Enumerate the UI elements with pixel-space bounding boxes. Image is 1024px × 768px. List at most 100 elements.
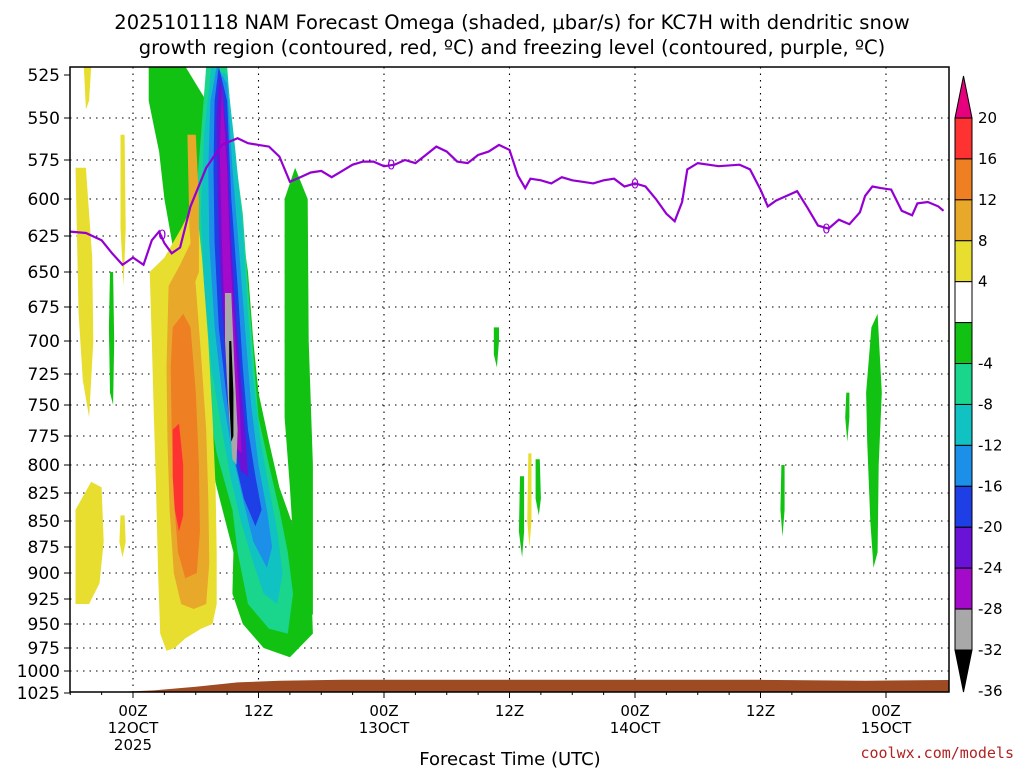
colorbar-top-arrow	[954, 75, 973, 119]
x-tick-label: 00Z	[369, 702, 398, 720]
omega-yellow-region	[75, 167, 94, 418]
colorbar-label: -28	[978, 600, 1003, 618]
colorbar-label: 12	[978, 191, 997, 209]
y-tick-label: 725	[28, 365, 60, 385]
colorbar-swatch	[954, 117, 973, 160]
omega-yellow-region	[120, 134, 126, 286]
omega-yellow-region	[75, 481, 104, 604]
omega-green-region	[535, 459, 541, 516]
x-tick-label: 14OCT	[610, 719, 661, 737]
omega-green-region	[108, 272, 115, 405]
omega-green-region	[845, 392, 850, 442]
x-tick-label: 2025	[114, 736, 152, 754]
x-tick-label: 00Z	[118, 702, 147, 720]
colorbar-label: -4	[978, 355, 993, 373]
omega-green-region	[866, 313, 882, 568]
colorbar-label: -20	[978, 518, 1003, 536]
omega-green-region	[780, 465, 785, 537]
y-tick-label: 1025	[17, 684, 60, 704]
colorbar-swatch	[954, 608, 973, 651]
y-tick-label: 625	[28, 227, 60, 247]
omega-green-region	[518, 476, 525, 558]
y-tick-label: 525	[28, 66, 60, 86]
omega-yellow-region	[119, 515, 126, 558]
chart-title-line-2: growth region (contoured, red, ºC) and f…	[139, 36, 886, 59]
omega-yellow-region	[83, 67, 92, 110]
omega-green-region	[493, 327, 499, 368]
freezing-level-line	[70, 136, 945, 267]
x-tick-label: 12Z	[244, 702, 273, 720]
omega-red-region	[172, 423, 184, 532]
x-tick-label: 13OCT	[359, 719, 410, 737]
y-tick-label: 950	[28, 615, 60, 635]
colorbar-label: -8	[978, 395, 993, 413]
x-tick-label: 00Z	[620, 702, 649, 720]
colorbar-swatch	[954, 363, 973, 405]
y-tick-label: 900	[28, 564, 60, 584]
y-tick-label: 575	[28, 151, 60, 171]
colorbar-bottom-arrow	[954, 649, 973, 693]
omega-purple-region	[219, 83, 242, 454]
colorbar-swatch	[954, 199, 973, 242]
x-tick-label: 15OCT	[861, 719, 912, 737]
plot-area: 0 0 0 0	[69, 66, 950, 693]
gridlines	[70, 67, 949, 692]
colorbar-label: -12	[978, 436, 1003, 454]
credit-text: coolwx.com/models	[860, 744, 1014, 762]
y-tick-label: 825	[28, 484, 60, 504]
colorbar-swatch	[954, 403, 973, 446]
y-tick-label: 850	[28, 512, 60, 532]
y-tick-label: 925	[28, 590, 60, 610]
x-axis-title: Forecast Time (UTC)	[419, 749, 600, 768]
colorbar-swatch	[954, 567, 973, 610]
colorbar-swatch	[954, 444, 973, 487]
colorbar-swatch	[954, 526, 973, 569]
colorbar-label: -16	[978, 477, 1003, 495]
omega-shading	[75, 67, 882, 658]
colorbar-swatch	[954, 240, 973, 283]
omega-black-region	[229, 341, 234, 442]
colorbar-swatch	[954, 322, 973, 365]
freezing-level-label: 0	[158, 229, 166, 244]
x-tick-label: 12Z	[495, 702, 524, 720]
terrain-fill	[70, 679, 949, 692]
y-tick-label: 800	[28, 456, 60, 476]
colorbar-swatch	[954, 281, 973, 324]
colorbar-label: 4	[978, 273, 988, 291]
omega-yellow-region	[527, 453, 532, 547]
y-tick-label: 775	[28, 427, 60, 447]
y-tick-label: 675	[28, 298, 60, 318]
colorbar-label: 8	[978, 232, 988, 250]
colorbar-label: -36	[978, 682, 1003, 700]
x-tick-label: 12Z	[746, 702, 775, 720]
colorbar-label: -24	[978, 559, 1003, 577]
y-tick-label: 650	[28, 263, 60, 283]
freezing-level-label: 0	[631, 177, 639, 192]
y-tick-label: 550	[28, 109, 60, 129]
x-tick-label: 00Z	[871, 702, 900, 720]
y-tick-label: 1000	[17, 662, 60, 682]
x-tick-label: 12OCT	[108, 719, 159, 737]
y-tick-label: 600	[28, 190, 60, 210]
y-tick-label: 875	[28, 538, 60, 558]
colorbar-label: -32	[978, 641, 1003, 659]
colorbar-label: 16	[978, 150, 997, 168]
y-tick-label: 700	[28, 332, 60, 352]
y-tick-label: 750	[28, 396, 60, 416]
colorbar: 20 16 12 8 4 -4 -8 -12 -16 -20 -24 -28 -32 -36	[954, 75, 1003, 700]
colorbar-swatch	[954, 158, 973, 201]
y-tick-label: 975	[28, 639, 60, 659]
y-axis-ticks: 525 550 575 600 625 650 675 700 725 750 775 800 825 8…	[17, 66, 70, 704]
colorbar-swatch	[954, 485, 973, 528]
terrain-shape	[70, 679, 949, 692]
omega-green-region	[284, 167, 313, 634]
colorbar-label: 20	[978, 109, 997, 127]
omega-gold-region	[187, 134, 199, 286]
freezing-level-contour: 0 0 0 0	[70, 136, 945, 267]
freezing-level-label: 0	[387, 159, 395, 174]
chart-title-line-1: 2025101118 NAM Forecast Omega (shaded, μ…	[114, 11, 909, 34]
freezing-level-label: 0	[822, 223, 830, 238]
omega-green-region	[158, 67, 170, 144]
